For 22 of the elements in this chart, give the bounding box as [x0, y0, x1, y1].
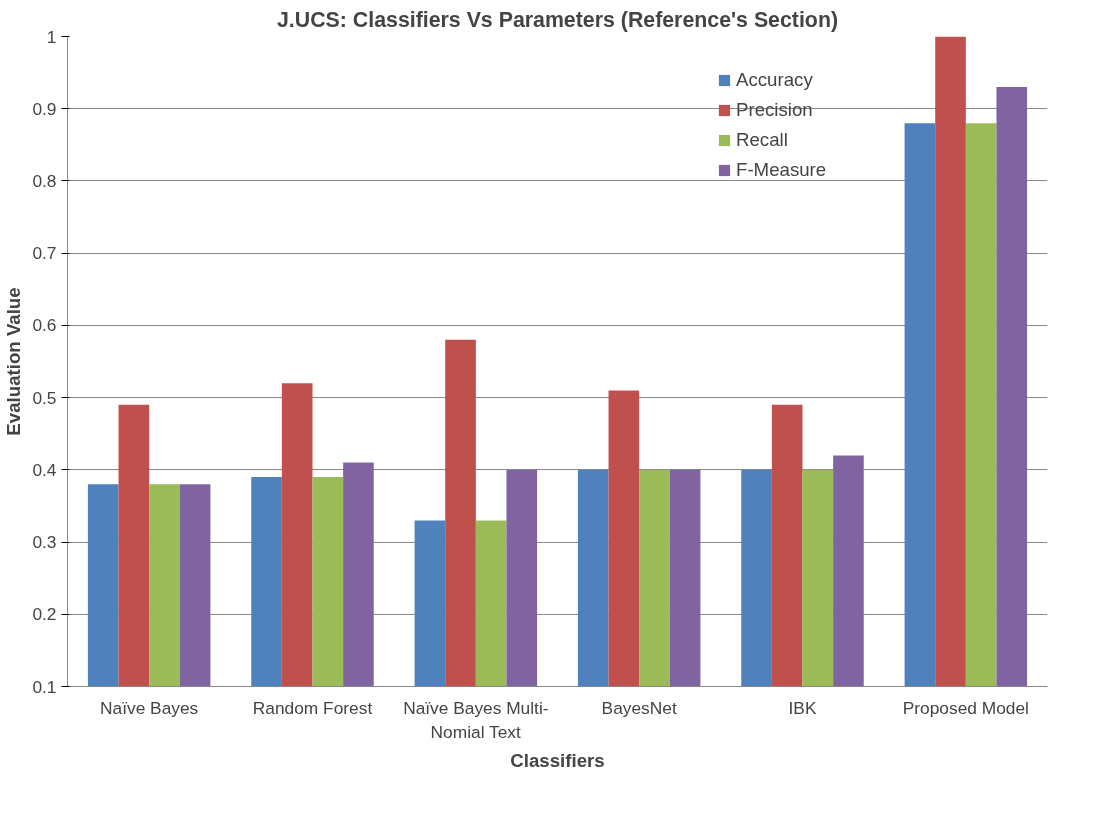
y-tick-label: 0.4: [32, 459, 57, 480]
x-tick-label: Naïve Bayes Multi-Nomial Text: [403, 697, 549, 742]
y-tick-label: 0.7: [32, 243, 57, 264]
x-tick-label: Random Forest: [252, 697, 373, 718]
y-tick-label: 0.2: [32, 604, 57, 625]
y-axis-title: Evaluation Value: [3, 287, 25, 436]
legend-label: Accuracy: [736, 69, 813, 91]
chart-title: J.UCS: Classifiers Vs Parameters (Reference's Section): [276, 7, 839, 32]
y-tick-label: 1: [46, 26, 57, 47]
y-tick-label: 0.8: [32, 170, 57, 191]
legend-label: Recall: [736, 129, 788, 151]
x-tick-label: IBK: [788, 697, 817, 718]
x-axis-title: Classifiers: [510, 749, 605, 771]
x-tick-label: BayesNet: [601, 697, 677, 718]
x-tick-label: Proposed Model: [902, 697, 1029, 718]
x-tick-label: Naïve Bayes: [100, 697, 199, 718]
y-tick-label: 0.5: [32, 387, 57, 408]
y-tick-label: 0.1: [32, 676, 57, 697]
legend-label: F-Measure: [736, 159, 827, 181]
y-tick-label: 0.3: [32, 532, 57, 553]
y-tick-label: 0.6: [32, 315, 57, 336]
y-tick-label: 0.9: [32, 98, 57, 119]
